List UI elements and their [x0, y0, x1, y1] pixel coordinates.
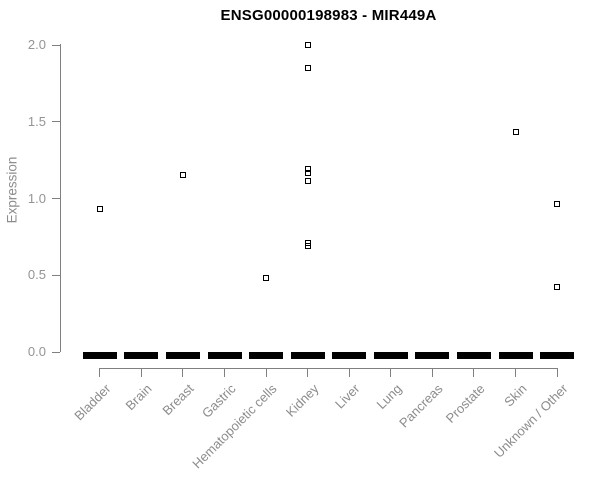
zero-points-dash [373, 352, 408, 359]
data-point [304, 178, 311, 185]
data-point [512, 128, 519, 135]
data-point [304, 239, 311, 246]
zero-points-dash [540, 352, 575, 359]
y-axis-line [60, 44, 61, 352]
chart-title: ENSG00000198983 - MIR449A [220, 7, 437, 24]
x-tick [515, 368, 516, 377]
x-tick [140, 368, 142, 377]
x-category-label: Liver [332, 381, 363, 412]
zero-points-dash [290, 352, 325, 359]
y-tick [52, 351, 60, 353]
y-tick-label: 1.0 [27, 190, 46, 206]
data-point [554, 201, 561, 208]
x-category-label: Gastric [198, 381, 239, 421]
x-category-label: Lung [373, 381, 405, 413]
zero-points-dash [415, 352, 450, 359]
data-point [179, 171, 186, 178]
x-tick [265, 368, 267, 377]
data-point [263, 274, 270, 281]
x-category-label: Skin [500, 381, 530, 410]
data-point [304, 242, 311, 249]
zero-points-dash [249, 352, 284, 359]
x-tick [307, 368, 309, 377]
x-category-label: Brain [122, 381, 155, 414]
zero-points-dash [124, 352, 159, 359]
y-tick-label: 0.0 [27, 344, 46, 359]
data-point [304, 170, 311, 177]
zero-points-dash [332, 352, 367, 359]
x-category-label: Prostate [442, 381, 488, 426]
zero-points-dash [456, 352, 491, 359]
x-tick [348, 368, 350, 377]
zero-points-dash [165, 352, 200, 359]
y-tick-label: 2.0 [27, 37, 46, 52]
x-category-label: Kidney [282, 381, 322, 420]
x-category-label: Bladder [71, 381, 114, 424]
x-axis-line [99, 368, 558, 369]
x-category-label: Unknown / Other [491, 381, 571, 461]
data-point [304, 64, 311, 71]
data-point [96, 205, 103, 212]
y-tick-label: 0.5 [27, 267, 46, 283]
x-category-label: Breast [159, 381, 197, 419]
y-tick [52, 274, 60, 276]
x-tick [473, 368, 475, 377]
y-tick [52, 44, 60, 46]
data-point [554, 284, 561, 291]
x-tick [224, 368, 225, 377]
y-tick [52, 121, 60, 123]
x-category-label: Pancreas [396, 381, 446, 431]
x-tick [556, 368, 558, 377]
zero-points-dash [207, 352, 242, 359]
y-tick-label: 1.5 [27, 113, 46, 129]
zero-points-dash [82, 352, 117, 359]
data-point [304, 41, 311, 48]
x-tick [182, 368, 184, 377]
y-tick [52, 198, 60, 199]
zero-points-dash [498, 352, 533, 359]
x-tick [390, 368, 392, 377]
x-tick [431, 368, 433, 377]
x-tick [99, 368, 101, 377]
